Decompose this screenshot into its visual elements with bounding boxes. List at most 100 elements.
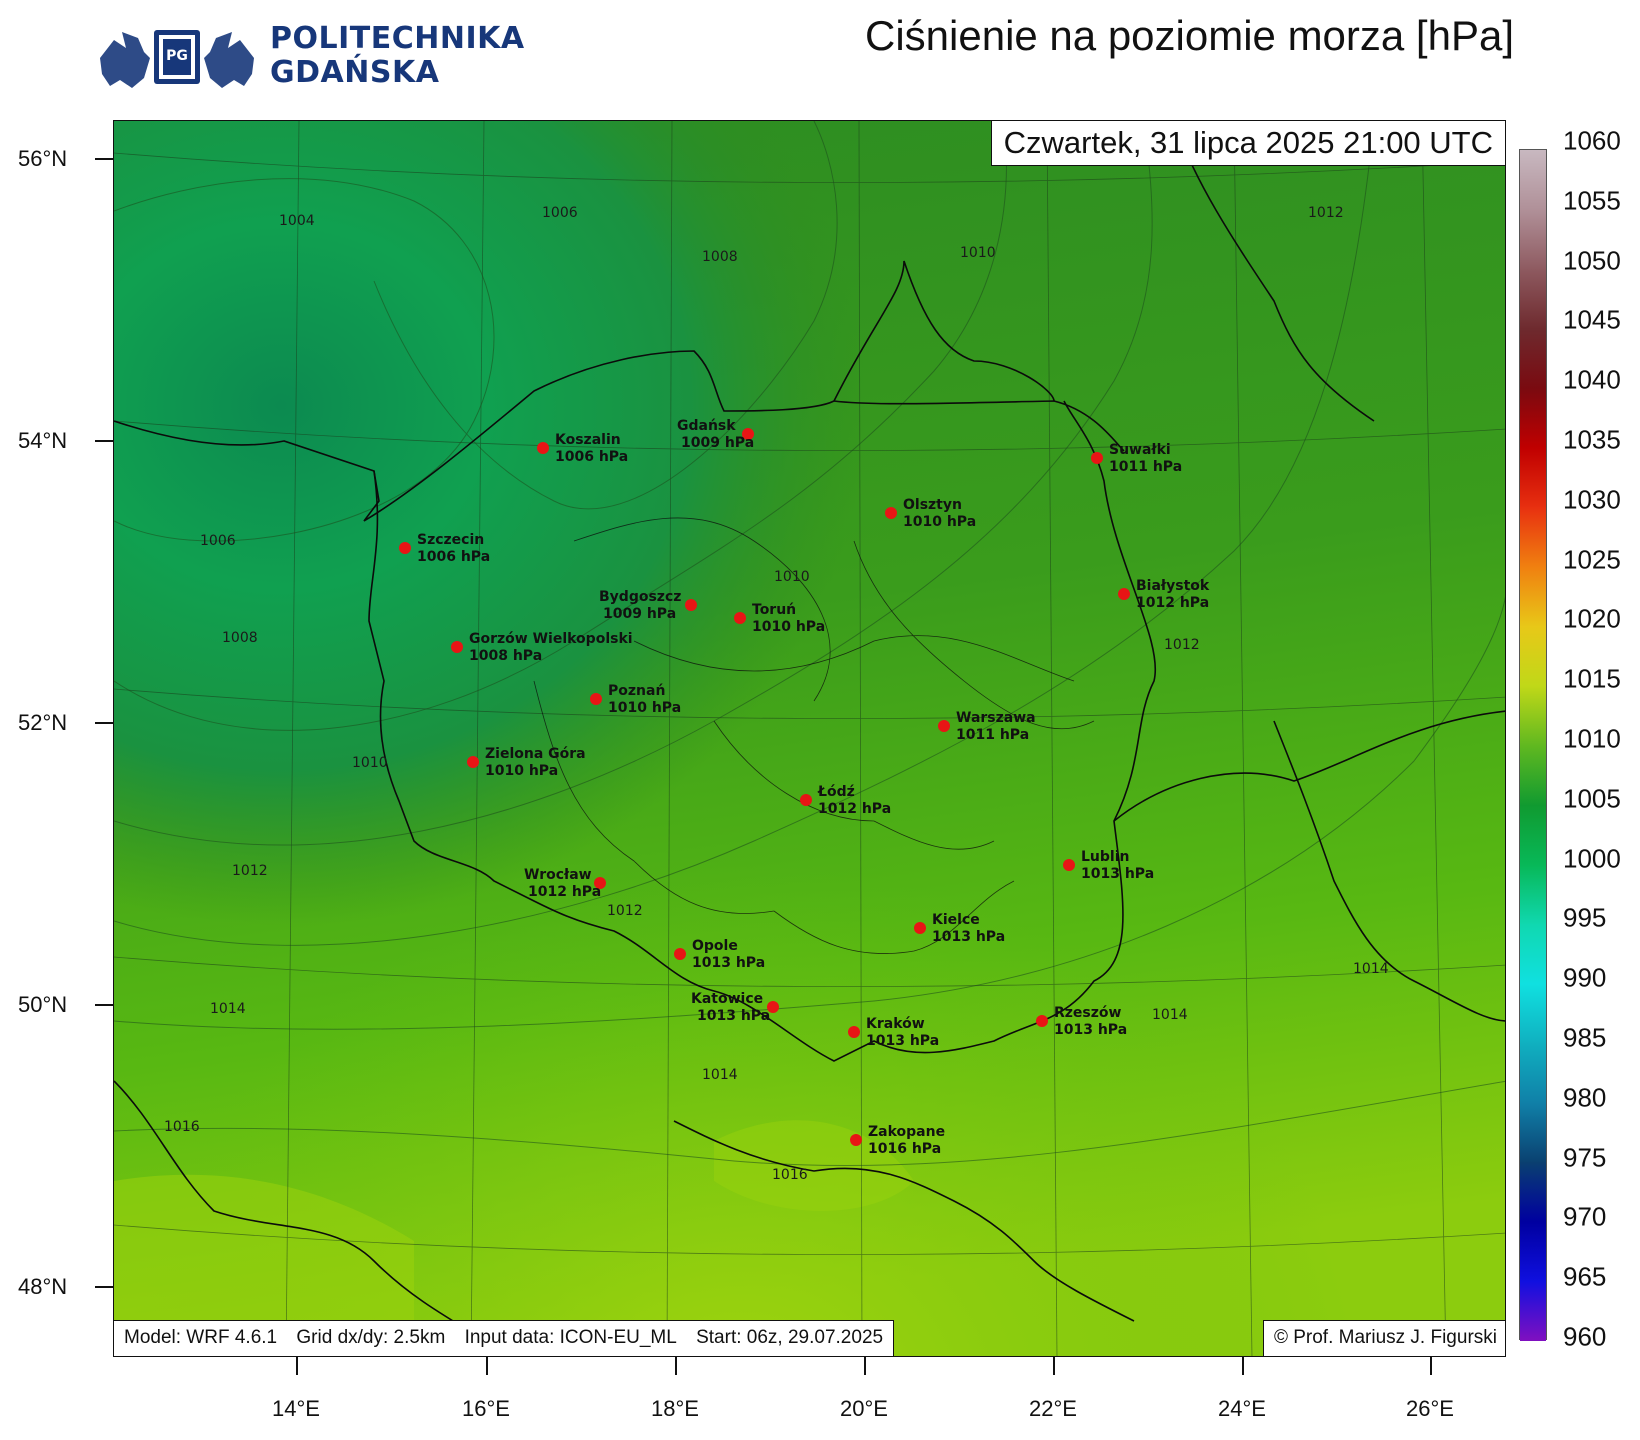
city-name: Koszalin xyxy=(555,432,621,448)
city-dot xyxy=(537,442,549,454)
city-name: Bydgoszcz xyxy=(599,589,681,605)
lon-label-14: 14°E xyxy=(272,1396,320,1421)
isobar-label: 1010 xyxy=(774,569,810,585)
colorbar-segment xyxy=(1520,269,1546,330)
colorbar-segment xyxy=(1520,1162,1546,1223)
city-dot xyxy=(685,599,697,611)
city-value: 1013 hPa xyxy=(1054,1022,1127,1038)
city-dot xyxy=(914,922,926,934)
city-bydgoszcz: Bydgoszcz 1009 hPa xyxy=(599,589,697,622)
city-krakow: Kraków 1013 hPa xyxy=(848,1016,939,1049)
city-dot xyxy=(674,948,686,960)
city-markers: Koszalin 1006 hPa Gdańsk 1009 hPa Suwałk… xyxy=(399,418,1210,1157)
city-name: Rzeszów xyxy=(1054,1005,1122,1021)
isobar-label: 1004 xyxy=(279,213,315,229)
colorbar-label: 1005 xyxy=(1563,783,1621,814)
colorbar-segment xyxy=(1520,388,1546,449)
lon-tick xyxy=(296,1357,298,1375)
colorbar-segment xyxy=(1520,1281,1546,1342)
isobar-labels: 1004 1006 1008 1010 1012 1006 1008 1010 … xyxy=(164,205,1389,1183)
colorbar-segment xyxy=(1520,447,1546,508)
colorbar-segment xyxy=(1520,566,1546,627)
lat-tick xyxy=(95,158,113,160)
lat-tick xyxy=(95,722,113,724)
city-name: Wrocław xyxy=(524,867,592,883)
lon-tick xyxy=(486,1357,488,1375)
colorbar-label: 1040 xyxy=(1563,364,1621,395)
city-name: Szczecin xyxy=(417,532,484,548)
city-zielona-gora: Zielona Góra 1010 hPa xyxy=(467,746,586,779)
city-value: 1013 hPa xyxy=(697,1008,770,1024)
city-dot xyxy=(467,756,479,768)
city-rzeszow: Rzeszów 1013 hPa xyxy=(1036,1005,1127,1038)
logo-text: POLITECHNIKA GDAŃSKA xyxy=(270,22,525,90)
city-lublin: Lublin 1013 hPa xyxy=(1063,849,1154,882)
colorbar-segment xyxy=(1520,1221,1546,1282)
city-name: Białystok xyxy=(1136,578,1210,594)
lon-label-20: 20°E xyxy=(840,1396,888,1421)
lon-tick xyxy=(1053,1357,1055,1375)
city-dot xyxy=(734,612,746,624)
colorbar-label: 1060 xyxy=(1563,125,1621,156)
city-value: 1011 hPa xyxy=(956,727,1029,743)
input-data: Input data: ICON-EU_ML xyxy=(464,1327,677,1348)
colorbar-label: 1045 xyxy=(1563,304,1621,335)
city-wroclaw: Wrocław 1012 hPa xyxy=(524,867,606,900)
colorbar-segment xyxy=(1520,328,1546,389)
lat-label-50: 50°N xyxy=(18,992,68,1017)
city-value: 1009 hPa xyxy=(603,606,676,622)
city-gorzow-wielkopolski: Gorzów Wielkopolski 1008 hPa xyxy=(451,631,633,664)
city-value: 1008 hPa xyxy=(469,648,542,664)
colorbar-label: 1030 xyxy=(1563,484,1621,515)
colorbar-segment xyxy=(1520,805,1546,866)
city-warszawa: Warszawa 1011 hPa xyxy=(938,710,1036,743)
logo-line-1: POLITECHNIKA xyxy=(270,21,525,56)
city-dot xyxy=(848,1026,860,1038)
isobar-label: 1016 xyxy=(772,1167,808,1183)
isobar-label: 1012 xyxy=(607,903,643,919)
isobar-label: 1012 xyxy=(1308,205,1344,221)
lat-label-52: 52°N xyxy=(18,710,68,735)
lat-label-54: 54°N xyxy=(18,428,68,453)
colorbar-segment xyxy=(1520,1102,1546,1163)
colorbar-label: 1055 xyxy=(1563,185,1621,216)
city-value: 1006 hPa xyxy=(417,549,490,565)
lat-tick xyxy=(95,440,113,442)
model-version: Model: WRF 4.6.1 xyxy=(124,1327,278,1348)
city-gdansk: Gdańsk 1009 hPa xyxy=(677,418,754,451)
city-value: 1013 hPa xyxy=(1081,866,1154,882)
city-value: 1010 hPa xyxy=(903,514,976,530)
colorbar-segment xyxy=(1520,983,1546,1044)
pressure-colorbar xyxy=(1519,149,1547,1342)
pressure-field-svg: 1004 1006 1008 1010 1012 1006 1008 1010 … xyxy=(114,121,1505,1356)
city-name: Zielona Góra xyxy=(485,746,586,762)
city-dot xyxy=(1091,452,1103,464)
colorbar-label: 960 xyxy=(1563,1321,1607,1352)
city-bialystok: Białystok 1012 hPa xyxy=(1118,578,1210,611)
voivodeship-borders xyxy=(533,517,1095,954)
isobar-label: 1014 xyxy=(1353,961,1389,977)
city-value: 1013 hPa xyxy=(932,929,1005,945)
lat-tick xyxy=(95,1286,113,1288)
isobars xyxy=(114,121,1505,1166)
city-value: 1012 hPa xyxy=(1136,595,1209,611)
isobar-label: 1008 xyxy=(222,630,258,646)
city-dot xyxy=(1036,1015,1048,1027)
city-name: Katowice xyxy=(691,991,763,1007)
city-name: Kielce xyxy=(932,912,980,928)
city-dot xyxy=(594,877,606,889)
city-value: 1010 hPa xyxy=(752,619,825,635)
lon-tick xyxy=(864,1357,866,1375)
city-dot xyxy=(885,507,897,519)
colorbar-segment xyxy=(1520,1043,1546,1104)
colorbar-segment xyxy=(1520,685,1546,746)
city-dot xyxy=(451,641,463,653)
isobar-label: 1012 xyxy=(232,863,268,879)
lat-label-56: 56°N xyxy=(18,146,68,171)
colorbar-label: 970 xyxy=(1563,1201,1607,1232)
city-value: 1010 hPa xyxy=(485,763,558,779)
isobar-label: 1014 xyxy=(210,1001,246,1017)
city-dot xyxy=(1063,859,1075,871)
lon-tick xyxy=(1242,1357,1244,1375)
colorbar-label: 1025 xyxy=(1563,544,1621,575)
